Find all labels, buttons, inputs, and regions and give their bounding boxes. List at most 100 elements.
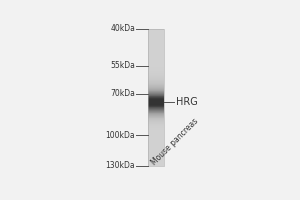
Bar: [148, 123, 164, 124]
Bar: [148, 85, 164, 86]
Bar: [148, 47, 164, 48]
Bar: [148, 64, 164, 65]
Bar: [148, 129, 164, 130]
Bar: [148, 96, 164, 97]
Bar: [148, 68, 164, 69]
Bar: [148, 29, 164, 166]
Bar: [148, 77, 164, 78]
Bar: [148, 109, 164, 110]
Bar: [148, 65, 164, 66]
Bar: [148, 32, 164, 33]
Bar: [148, 150, 164, 151]
Bar: [148, 92, 164, 93]
Bar: [148, 154, 164, 155]
Bar: [148, 72, 164, 73]
Bar: [148, 83, 164, 84]
Bar: [148, 153, 164, 154]
Bar: [148, 165, 164, 166]
Bar: [148, 117, 164, 118]
Bar: [148, 34, 164, 35]
Bar: [148, 30, 164, 31]
Bar: [148, 40, 164, 41]
Bar: [148, 36, 164, 37]
Bar: [148, 127, 164, 128]
Bar: [148, 76, 164, 77]
Bar: [148, 128, 164, 129]
Bar: [148, 133, 164, 134]
Bar: [148, 163, 164, 164]
Bar: [148, 44, 164, 45]
Bar: [148, 161, 164, 162]
Bar: [148, 159, 164, 160]
Bar: [148, 81, 164, 82]
Bar: [148, 58, 164, 59]
Bar: [148, 66, 164, 67]
Bar: [148, 70, 164, 71]
Bar: [148, 126, 164, 127]
Text: 55kDa: 55kDa: [110, 61, 135, 70]
Bar: [148, 84, 164, 85]
Bar: [148, 37, 164, 38]
Bar: [148, 48, 164, 49]
Bar: [148, 100, 164, 101]
Bar: [148, 46, 164, 47]
Bar: [148, 57, 164, 58]
Bar: [148, 122, 164, 123]
Bar: [148, 141, 164, 142]
Bar: [148, 69, 164, 70]
Bar: [148, 140, 164, 141]
Bar: [148, 158, 164, 159]
Bar: [148, 156, 164, 157]
Bar: [148, 118, 164, 119]
Bar: [148, 149, 164, 150]
Bar: [148, 162, 164, 163]
Text: 130kDa: 130kDa: [106, 161, 135, 170]
Bar: [148, 151, 164, 152]
Bar: [148, 56, 164, 57]
Bar: [148, 116, 164, 117]
Bar: [148, 38, 164, 39]
Bar: [148, 89, 164, 90]
Bar: [148, 152, 164, 153]
Bar: [148, 120, 164, 121]
Bar: [148, 31, 164, 32]
Bar: [148, 146, 164, 147]
Bar: [148, 106, 164, 107]
Bar: [148, 62, 164, 63]
Bar: [148, 73, 164, 74]
Bar: [148, 39, 164, 40]
Bar: [148, 121, 164, 122]
Bar: [148, 138, 164, 139]
Bar: [148, 43, 164, 44]
Bar: [148, 29, 164, 30]
Bar: [148, 86, 164, 87]
Bar: [148, 125, 164, 126]
Bar: [148, 124, 164, 125]
Bar: [148, 119, 164, 120]
Bar: [148, 51, 164, 52]
Bar: [148, 112, 164, 113]
Bar: [148, 148, 164, 149]
Bar: [148, 53, 164, 54]
Bar: [148, 82, 164, 83]
Text: 100kDa: 100kDa: [106, 131, 135, 140]
Bar: [148, 131, 164, 132]
Bar: [148, 102, 164, 103]
Bar: [148, 67, 164, 68]
Bar: [148, 111, 164, 112]
Bar: [148, 157, 164, 158]
Bar: [148, 114, 164, 115]
Bar: [148, 61, 164, 62]
Bar: [148, 79, 164, 80]
Text: 40kDa: 40kDa: [110, 24, 135, 33]
Bar: [148, 147, 164, 148]
Bar: [148, 160, 164, 161]
Bar: [148, 103, 164, 104]
Bar: [148, 135, 164, 136]
Bar: [148, 95, 164, 96]
Bar: [148, 93, 164, 94]
Bar: [148, 142, 164, 143]
Bar: [148, 137, 164, 138]
Bar: [148, 88, 164, 89]
Bar: [148, 60, 164, 61]
